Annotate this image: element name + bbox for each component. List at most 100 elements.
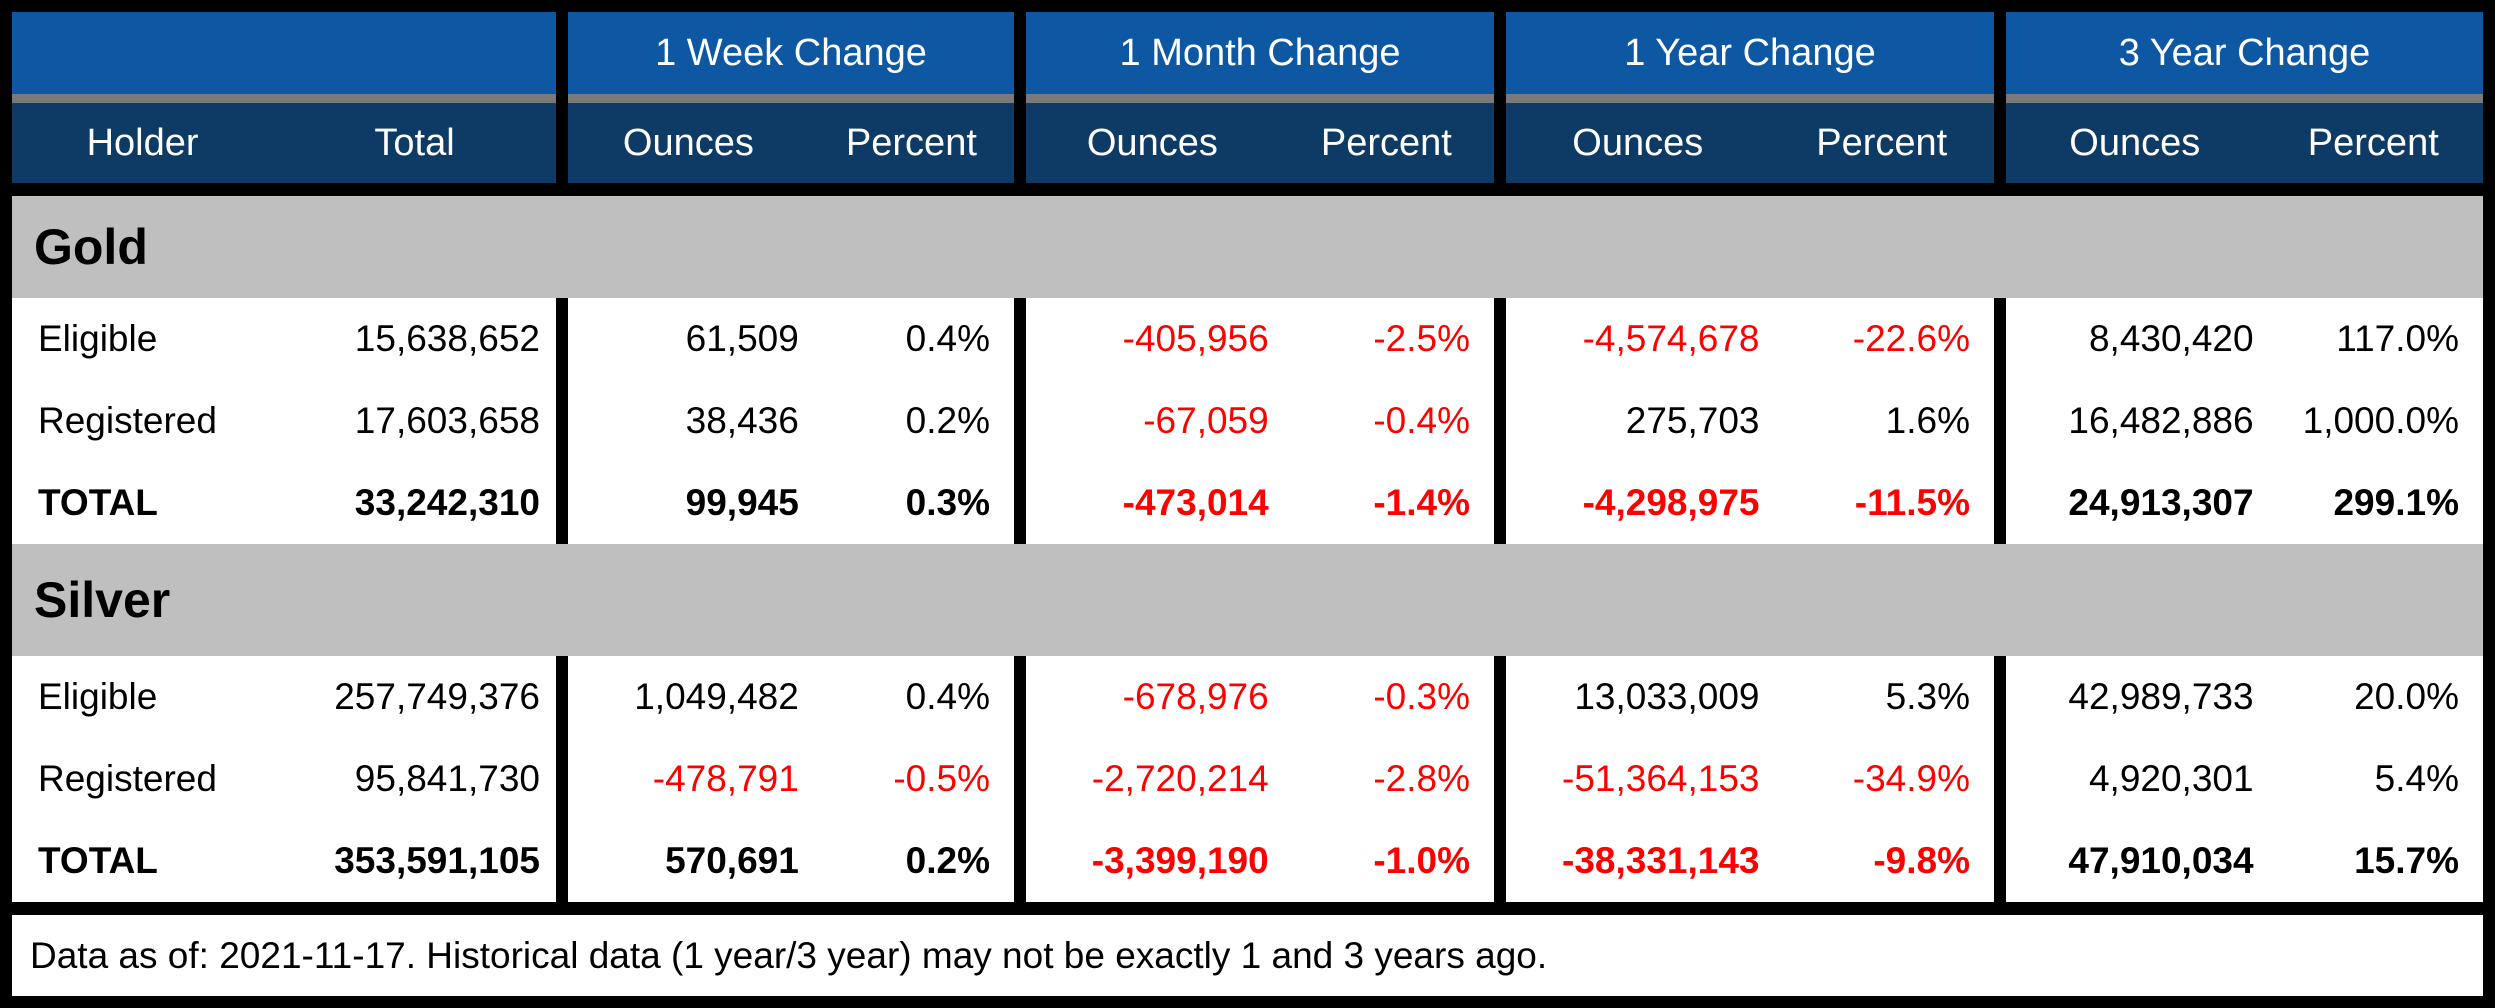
- col-header-ounces: Ounces: [1086, 121, 1218, 164]
- silver-data-block: Eligible 257,749,376 Registered 95,841,7…: [12, 656, 2483, 902]
- table-row: 13,033,009 5.3%: [1506, 656, 1994, 738]
- percent-value: -0.4%: [1373, 400, 1470, 441]
- col-header-ounces: Ounces: [622, 121, 754, 164]
- percent-value: 0.2%: [905, 840, 990, 881]
- table-row-total: 24,913,307 299.1%: [2006, 462, 2483, 544]
- table-row: 42,989,733 20.0%: [2006, 656, 2483, 738]
- percent-value: -11.5%: [1854, 482, 1970, 523]
- header-group-3-year: 3 Year Change Ounces Percent: [2006, 12, 2483, 183]
- percent-value: -34.9%: [1852, 758, 1970, 799]
- percent-value: -2.5%: [1373, 318, 1470, 359]
- header-divider: [2006, 94, 2483, 103]
- ounces-value: -405,956: [1122, 318, 1269, 359]
- ounces-value: 42,989,733: [2068, 676, 2254, 717]
- ounces-value: 4,920,301: [2088, 758, 2254, 799]
- table-row: -678,976 -0.3%: [1026, 656, 1494, 738]
- ounces-value: 275,703: [1625, 400, 1760, 441]
- gold-1-week-column: 61,509 0.4% 38,436 0.2% 99,945 0.3%: [568, 298, 1014, 544]
- table-row-total: TOTAL 353,591,105: [12, 820, 556, 902]
- row-label: Eligible: [38, 318, 158, 359]
- table-row: -67,059 -0.4%: [1026, 380, 1494, 462]
- ounces-value: 24,913,307: [2068, 482, 2254, 523]
- ounces-value: 570,691: [665, 840, 799, 881]
- table-row: -478,791 -0.5%: [568, 738, 1014, 820]
- percent-value: 0.4%: [905, 676, 990, 717]
- table-row: 8,430,420 117.0%: [2006, 298, 2483, 380]
- table-row-total: -38,331,143 -9.8%: [1506, 820, 1994, 902]
- row-label: Registered: [38, 400, 217, 441]
- total-value: 17,603,658: [354, 400, 540, 441]
- row-label: Eligible: [38, 676, 158, 717]
- section-title-gold: Gold: [34, 219, 148, 275]
- header-divider: [1506, 94, 1994, 103]
- ounces-value: 99,945: [685, 482, 799, 523]
- table-header: Holder Total 1 Week Change Ounces Percen…: [12, 12, 2483, 183]
- col-header-ounces: Ounces: [2069, 121, 2201, 164]
- table-row: -405,956 -2.5%: [1026, 298, 1494, 380]
- table-row-total: TOTAL 33,242,310: [12, 462, 556, 544]
- percent-value: 299.1%: [2333, 482, 2459, 523]
- table-row: Eligible 15,638,652: [12, 298, 556, 380]
- gold-1-month-column: -405,956 -2.5% -67,059 -0.4% -473,014 -1…: [1026, 298, 1494, 544]
- ounces-value: 38,436: [685, 400, 799, 441]
- ounces-value: 16,482,886: [2068, 400, 2254, 441]
- total-value: 33,242,310: [354, 482, 540, 523]
- data-as-of-note: Data as of: 2021-11-17. Historical data …: [30, 934, 1548, 976]
- table-row: 61,509 0.4%: [568, 298, 1014, 380]
- table-row-total: 99,945 0.3%: [568, 462, 1014, 544]
- gold-data-block: Eligible 15,638,652 Registered 17,603,65…: [12, 298, 2483, 544]
- ounces-value: 47,910,034: [2068, 840, 2254, 881]
- silver-3-year-column: 42,989,733 20.0% 4,920,301 5.4% 47,910,0…: [2006, 656, 2483, 902]
- col-header-total: Total: [374, 121, 455, 164]
- header-divider: [1026, 94, 1494, 103]
- col-header-holder: Holder: [86, 121, 199, 164]
- header-group-1-year: 1 Year Change Ounces Percent: [1506, 12, 1994, 183]
- section-title-silver: Silver: [34, 572, 171, 628]
- ounces-value: -2,720,214: [1091, 758, 1269, 799]
- percent-value: 117.0%: [2336, 318, 2459, 359]
- gold-3-year-column: 8,430,420 117.0% 16,482,886 1,000.0% 24,…: [2006, 298, 2483, 544]
- gold-1-year-column: -4,574,678 -22.6% 275,703 1.6% -4,298,97…: [1506, 298, 1994, 544]
- table-row-total: 570,691 0.2%: [568, 820, 1014, 902]
- ounces-value: -38,331,143: [1562, 840, 1760, 881]
- silver-holder-total-column: Eligible 257,749,376 Registered 95,841,7…: [12, 656, 556, 902]
- row-label: Registered: [38, 758, 217, 799]
- table-row-total: 47,910,034 15.7%: [2006, 820, 2483, 902]
- percent-value: 1.6%: [1885, 400, 1970, 441]
- percent-value: 15.7%: [2354, 840, 2459, 881]
- ounces-value: -4,574,678: [1582, 318, 1760, 359]
- group-label-1-week: 1 Week Change: [655, 31, 927, 74]
- group-label-3-year: 3 Year Change: [2118, 31, 2371, 74]
- ounces-value: 1,049,482: [634, 676, 799, 717]
- col-header-ounces: Ounces: [1572, 121, 1704, 164]
- row-label: TOTAL: [38, 482, 158, 523]
- percent-value: 20.0%: [2354, 676, 2459, 717]
- total-value: 15,638,652: [354, 318, 540, 359]
- percent-value: -1.0%: [1373, 840, 1470, 881]
- ounces-value: -473,014: [1122, 482, 1269, 523]
- table-row: -2,720,214 -2.8%: [1026, 738, 1494, 820]
- footer: Data as of: 2021-11-17. Historical data …: [12, 915, 2483, 996]
- col-header-percent: Percent: [2307, 121, 2439, 164]
- silver-1-year-column: 13,033,009 5.3% -51,364,153 -34.9% -38,3…: [1506, 656, 1994, 902]
- table-row: 38,436 0.2%: [568, 380, 1014, 462]
- gold-holder-total-column: Eligible 15,638,652 Registered 17,603,65…: [12, 298, 556, 544]
- header-group-1-month: 1 Month Change Ounces Percent: [1026, 12, 1494, 183]
- table-row: Registered 95,841,730: [12, 738, 556, 820]
- table-row: 4,920,301 5.4%: [2006, 738, 2483, 820]
- table-row-total: -4,298,975 -11.5%: [1506, 462, 1994, 544]
- table-row: -51,364,153 -34.9%: [1506, 738, 1994, 820]
- header-divider: [568, 94, 1014, 103]
- total-value: 95,841,730: [354, 758, 540, 799]
- table-row: -4,574,678 -22.6%: [1506, 298, 1994, 380]
- header-group-1-week: 1 Week Change Ounces Percent: [568, 12, 1014, 183]
- percent-value: -0.5%: [893, 758, 990, 799]
- header-group-holder: Holder Total: [12, 12, 556, 183]
- percent-value: -22.6%: [1852, 318, 1970, 359]
- ounces-value: 13,033,009: [1574, 676, 1760, 717]
- ounces-value: 61,509: [685, 318, 799, 359]
- percent-value: -9.8%: [1873, 840, 1970, 881]
- percent-value: -1.4%: [1373, 482, 1470, 523]
- col-header-percent: Percent: [1320, 121, 1452, 164]
